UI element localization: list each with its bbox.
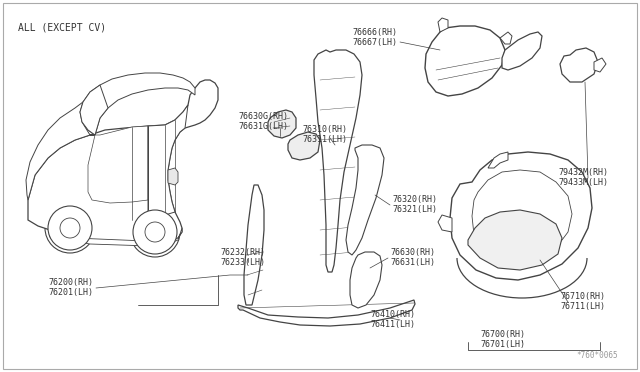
Polygon shape: [438, 215, 452, 232]
Text: ALL (EXCEPT CV): ALL (EXCEPT CV): [18, 22, 106, 32]
Circle shape: [133, 210, 177, 254]
Text: 76410(RH)
76411(LH): 76410(RH) 76411(LH): [370, 310, 415, 329]
Circle shape: [518, 43, 532, 57]
Text: 76232(RH)
76233(LH): 76232(RH) 76233(LH): [220, 248, 265, 267]
Polygon shape: [50, 228, 182, 246]
Text: 76310(RH)
76311(LH): 76310(RH) 76311(LH): [302, 125, 347, 144]
Polygon shape: [268, 110, 296, 138]
Text: 76200(RH)
76201(LH): 76200(RH) 76201(LH): [48, 278, 93, 297]
Polygon shape: [88, 126, 148, 203]
Polygon shape: [560, 48, 598, 82]
Polygon shape: [500, 32, 512, 44]
Polygon shape: [314, 50, 362, 272]
Polygon shape: [288, 132, 320, 160]
Polygon shape: [488, 152, 508, 168]
Text: *760*0065: *760*0065: [577, 351, 618, 360]
Polygon shape: [168, 168, 178, 185]
Circle shape: [537, 167, 547, 177]
Text: 76710(RH)
76711(LH): 76710(RH) 76711(LH): [560, 292, 605, 311]
Polygon shape: [468, 210, 562, 270]
Polygon shape: [244, 185, 264, 305]
Circle shape: [60, 218, 80, 238]
Text: 76700(RH)
76701(LH): 76700(RH) 76701(LH): [480, 330, 525, 349]
Polygon shape: [472, 170, 572, 262]
Circle shape: [500, 167, 510, 177]
Circle shape: [574, 60, 586, 72]
Polygon shape: [346, 145, 384, 255]
Polygon shape: [594, 58, 606, 72]
Circle shape: [475, 45, 485, 55]
Polygon shape: [425, 26, 505, 96]
Circle shape: [454, 54, 470, 70]
Polygon shape: [80, 73, 195, 135]
Circle shape: [514, 180, 530, 196]
Polygon shape: [450, 152, 592, 280]
Polygon shape: [26, 102, 90, 200]
Text: 76666(RH)
76667(LH): 76666(RH) 76667(LH): [352, 28, 397, 47]
Circle shape: [145, 222, 165, 242]
Polygon shape: [438, 18, 448, 32]
Circle shape: [48, 206, 92, 250]
Text: 76630G(RH)
76631G(LH): 76630G(RH) 76631G(LH): [238, 112, 288, 131]
Polygon shape: [28, 80, 218, 245]
Polygon shape: [350, 252, 382, 308]
Polygon shape: [502, 32, 542, 70]
Text: 76320(RH)
76321(LH): 76320(RH) 76321(LH): [392, 195, 437, 214]
Text: 79432M(RH)
79433M(LH): 79432M(RH) 79433M(LH): [558, 168, 608, 187]
Polygon shape: [80, 85, 108, 135]
Text: 76630(RH)
76631(LH): 76630(RH) 76631(LH): [390, 248, 435, 267]
Polygon shape: [238, 300, 415, 326]
Polygon shape: [148, 105, 188, 218]
